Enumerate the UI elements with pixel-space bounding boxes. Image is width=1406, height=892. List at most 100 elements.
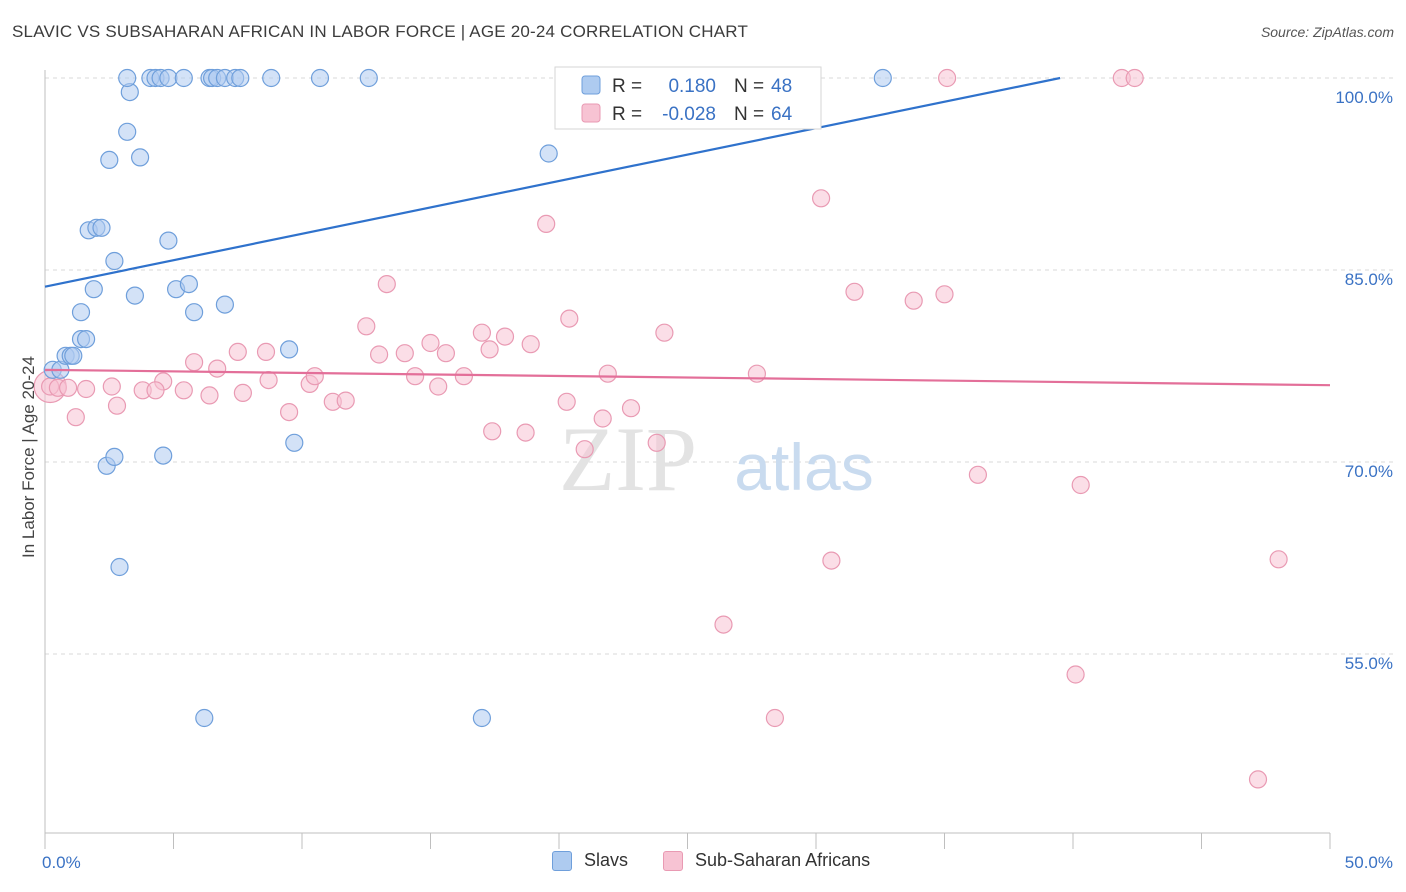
y-tick-label: 55.0%	[1345, 654, 1393, 673]
slavs-point	[873, 68, 892, 88]
series-legend: Slavs Sub-Saharan Africans	[0, 850, 1406, 878]
x-tick-label-min: 0.0%	[42, 853, 81, 872]
legend-r-value-subsaharan: -0.028	[662, 104, 716, 125]
slavs-point	[539, 144, 558, 163]
slavs-point	[280, 340, 299, 359]
slavs-point	[262, 68, 281, 88]
subsaharan-point	[968, 465, 988, 484]
subsaharan-point	[560, 309, 579, 328]
gridlines	[45, 77, 1395, 655]
legend-label-subsaharan: Sub-Saharan Africans	[695, 850, 871, 870]
legend-swatch-subsaharan-bottom	[663, 850, 683, 871]
subsaharan-point	[174, 381, 193, 400]
subsaharan-point	[495, 327, 515, 346]
subsaharan-point	[436, 344, 455, 363]
subsaharan-point	[185, 353, 204, 372]
subsaharan-point	[228, 342, 247, 361]
subsaharan-point	[1125, 68, 1144, 88]
slavs-point	[185, 303, 204, 322]
subsaharan-point	[483, 422, 502, 441]
chart-title: SLAVIC VS SUBSAHARAN AFRICAN IN LABOR FO…	[12, 22, 749, 41]
slavs-point	[159, 231, 178, 250]
axes	[44, 70, 1331, 849]
subsaharan-point	[76, 379, 96, 399]
subsaharan-point	[421, 333, 440, 353]
subsaharan-point	[1066, 665, 1085, 684]
subsaharan-point	[655, 323, 674, 342]
subsaharan-point	[256, 342, 276, 361]
subsaharan-point	[714, 615, 733, 634]
subsaharan-point	[811, 189, 831, 208]
slavs-point	[64, 346, 83, 365]
slavs-point	[359, 68, 378, 88]
slavs-point	[154, 446, 173, 465]
slavs-point	[215, 295, 234, 314]
legend-swatch-subsaharan	[581, 103, 601, 123]
slavs-point	[195, 708, 214, 728]
subsaharan-point	[593, 409, 612, 428]
subsaharan-point	[200, 386, 219, 405]
legend-r-label-subsaharan: R =	[612, 104, 642, 125]
subsaharan-point	[1269, 550, 1288, 569]
subsaharan-point	[557, 392, 576, 411]
slavs-point	[100, 150, 119, 169]
legend-n-label-slavs: N =	[734, 76, 764, 97]
slavs-point	[131, 148, 150, 167]
watermark-atlas: atlas	[734, 430, 873, 504]
subsaharan-point	[370, 345, 389, 364]
subsaharan-point	[107, 396, 127, 415]
legend-label-slavs: Slavs	[584, 850, 629, 870]
subsaharan-point	[747, 364, 767, 383]
y-tick-label: 85.0%	[1345, 270, 1393, 289]
legend-swatch-slavs	[581, 75, 601, 95]
source-credit: Source: ZipAtlas.com	[1260, 24, 1394, 40]
subsaharan-point	[822, 551, 841, 570]
subsaharan-point	[521, 335, 540, 354]
legend-swatch-slavs-bottom	[552, 850, 572, 871]
stats-legend: R = 0.180 N = 48 R = -0.028 N = 64	[554, 66, 822, 130]
slavs-point	[285, 433, 304, 452]
subsaharan-point	[647, 433, 666, 452]
slavs-point	[118, 68, 137, 88]
subsaharan-point	[305, 367, 324, 386]
subsaharan-point	[1071, 475, 1090, 495]
subsaharan-point	[935, 285, 954, 304]
subsaharan-point	[480, 340, 499, 359]
slavs-point	[472, 708, 491, 728]
subsaharan-point	[102, 377, 121, 396]
slavs-point	[71, 303, 91, 322]
subsaharan-point	[575, 440, 594, 459]
legend-item-slavs: Slavs	[552, 850, 628, 871]
slavs-point	[179, 275, 198, 294]
slavs-point	[84, 280, 103, 299]
legend-r-label-slavs: R =	[612, 76, 642, 97]
watermark: ZIP atlas	[559, 408, 874, 510]
y-tick-label: 100.0%	[1335, 88, 1393, 107]
legend-item-subsaharan: Sub-Saharan Africans	[663, 850, 870, 871]
subsaharan-point	[765, 708, 785, 728]
subsaharan-point	[845, 282, 864, 301]
subsaharan-point	[1248, 770, 1268, 789]
subsaharan-point	[472, 323, 491, 342]
subsaharan-trend-line	[44, 368, 1331, 387]
y-tick-label: 70.0%	[1345, 462, 1393, 481]
slavs-point	[118, 122, 137, 141]
y-tick-labels: 55.0% 70.0% 85.0% 100.0%	[1335, 88, 1393, 673]
slavs-point	[105, 447, 124, 466]
legend-r-value-slavs: 0.180	[668, 76, 716, 97]
subsaharan-point	[280, 403, 299, 422]
subsaharan-point	[395, 344, 414, 363]
subsaharan-point	[233, 383, 252, 402]
subsaharan-point	[58, 378, 78, 397]
legend-n-label-subsaharan: N =	[734, 104, 764, 125]
legend-n-value-slavs: 48	[771, 76, 792, 97]
subsaharan-point	[146, 381, 165, 400]
slavs-point	[159, 68, 178, 88]
subsaharan-point	[454, 367, 473, 386]
slavs-trend-line	[44, 76, 1061, 288]
slavs-point	[174, 68, 193, 88]
slavs-points	[43, 68, 892, 728]
subsaharan-point	[937, 68, 957, 88]
y-axis-label: In Labor Force | Age 20-24	[19, 356, 38, 558]
